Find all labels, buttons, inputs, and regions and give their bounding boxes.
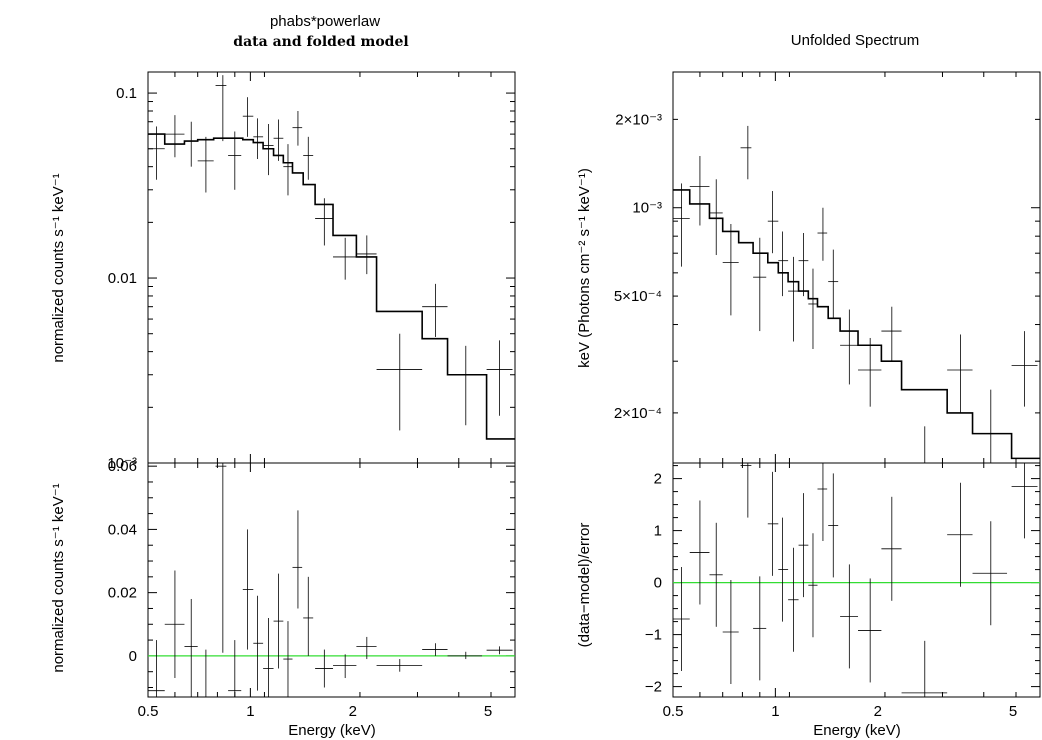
y-tick-label: −2 xyxy=(645,679,662,696)
y-tick-label: 0.06 xyxy=(108,458,137,475)
left-bottom-panel: 0.5 1 2 5 0 0.02 0.04 0.06 xyxy=(108,458,516,720)
y-tick-label: 2×10⁻⁴ xyxy=(614,405,662,422)
x-tick-label: 2 xyxy=(874,703,882,720)
y-tick-label: 0.02 xyxy=(108,585,137,602)
y-tick-label: 2×10⁻³ xyxy=(615,111,662,128)
y-tick-label: 0.04 xyxy=(108,521,137,538)
y-tick-label: 10⁻³ xyxy=(107,455,137,472)
y-tick-label: 10⁻³ xyxy=(632,200,662,217)
right-title: Unfolded Spectrum xyxy=(791,32,919,49)
plot-frame xyxy=(672,462,1041,698)
plot-frame xyxy=(147,71,516,464)
right-xlabel: Energy (keV) xyxy=(813,722,901,739)
y-tick-label: 0.01 xyxy=(108,270,137,287)
y-tick-label: 2 xyxy=(654,471,662,488)
left-top-panel: 0.1 0.01 10⁻³ xyxy=(107,71,516,472)
x-tick-label: 0.5 xyxy=(138,703,159,720)
model-histogram xyxy=(673,189,1040,460)
right-top-ylabel: keV (Photons cm⁻² s⁻¹ keV⁻¹) xyxy=(576,168,593,368)
x-tick-label: 5 xyxy=(484,703,492,720)
right-top-panel: 2×10⁻³ 10⁻³ 5×10⁻⁴ 2×10⁻⁴ xyxy=(614,71,1041,464)
plot-frame xyxy=(672,71,1041,464)
y-tick-label: 0 xyxy=(129,648,137,665)
y-tick-label: −1 xyxy=(645,627,662,644)
x-tick-label: 1 xyxy=(246,703,254,720)
x-tick-label: 2 xyxy=(349,703,357,720)
y-tick-label: 1 xyxy=(654,523,662,540)
right-bottom-panel: 0.5 1 2 5 −2 −1 0 1 2 xyxy=(645,462,1041,720)
y-tick-label: 0 xyxy=(654,575,662,592)
left-xlabel: Energy (keV) xyxy=(288,722,376,739)
left-subtitle: data and folded model xyxy=(233,34,408,50)
left-title: phabs*powerlaw xyxy=(270,13,380,30)
y-tick-label: 0.1 xyxy=(116,85,137,102)
x-tick-label: 1 xyxy=(771,703,779,720)
x-tick-label: 0.5 xyxy=(663,703,684,720)
right-bottom-ylabel: (data−model)/error xyxy=(576,523,593,648)
plot-frame xyxy=(147,462,516,698)
left-bottom-ylabel: normalized counts s⁻¹ keV⁻¹ xyxy=(50,483,67,672)
x-tick-label: 5 xyxy=(1009,703,1017,720)
model-histogram xyxy=(148,133,515,440)
y-tick-label: 5×10⁻⁴ xyxy=(614,288,662,305)
left-top-ylabel: normalized counts s⁻¹ keV⁻¹ xyxy=(50,173,67,362)
